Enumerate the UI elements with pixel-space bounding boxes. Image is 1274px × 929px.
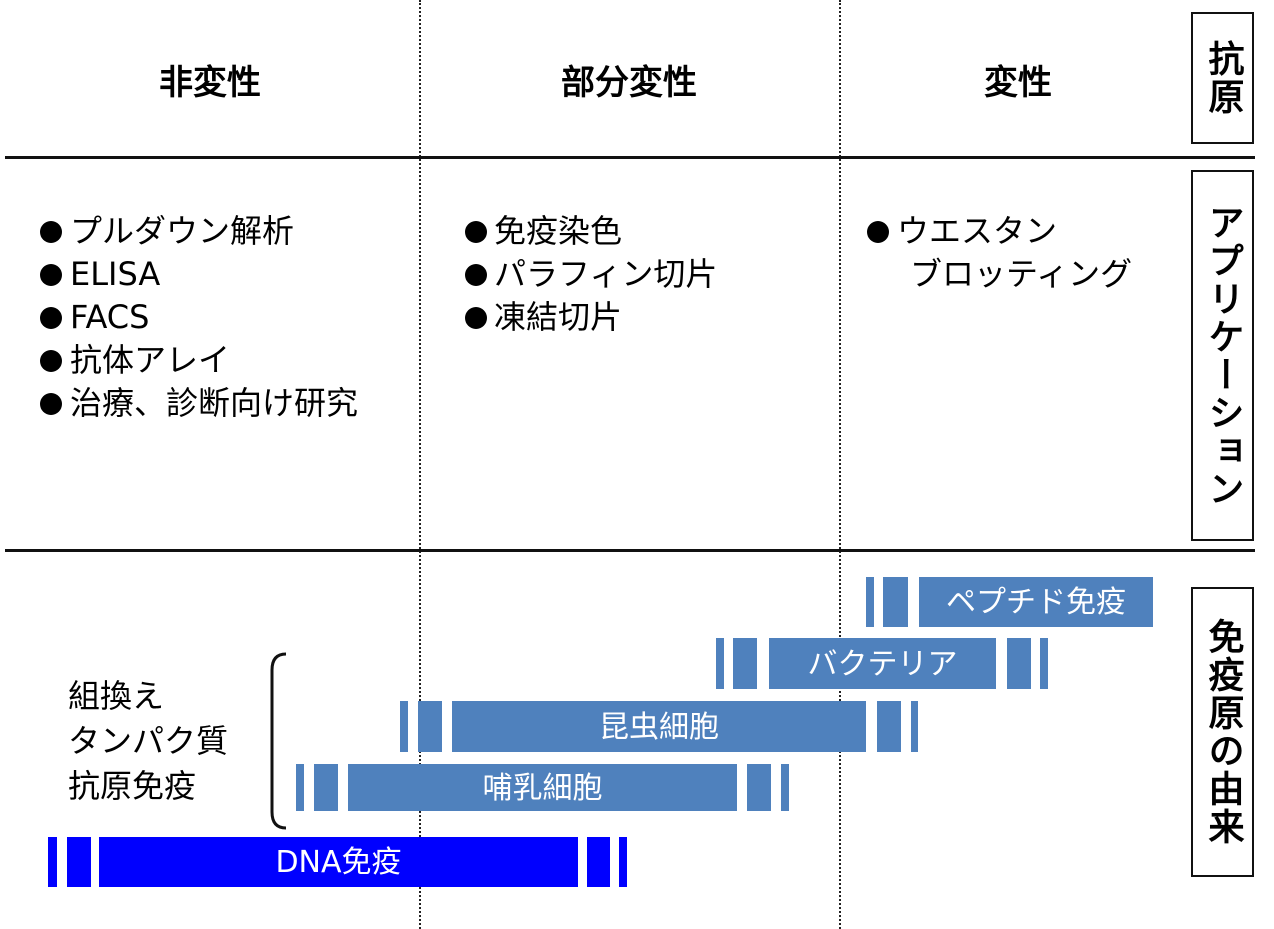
immunogen-bar [769,638,996,689]
bar-stripe [619,837,627,887]
bar-stripe [400,701,408,752]
bracket [270,652,287,830]
bullet [465,264,487,286]
bar-stripe [48,837,57,887]
bullet [40,307,62,329]
bar-stripe [67,837,91,887]
row-label: アプリケーション [1202,203,1244,508]
application-item: 凍結切片 [494,298,623,336]
bracket-label: タンパク質 [68,722,229,760]
column-header: 変性 [984,63,1052,103]
application-item: パラフィン切片 [494,255,718,293]
row-label-box: アプリケーション [1191,170,1254,541]
immunogen-bar [452,701,866,752]
bar-stripe [587,837,610,887]
bar-stripe [1007,638,1031,689]
bar-stripe [911,701,918,752]
bar-stripe [866,577,874,627]
bullet [867,221,889,243]
bar-stripe [1040,638,1048,689]
bracket-label: 抗原免疫 [68,767,197,805]
bullet [465,307,487,329]
column-header: 部分変性 [561,63,697,103]
application-item: 抗体アレイ [70,341,231,379]
application-item: ブロッティング [910,255,1133,293]
application-item: FACS [70,298,150,336]
bullet [40,350,62,372]
application-item: ELISA [70,255,161,293]
bracket-label: 組換え [68,677,165,715]
bar-stripe [418,701,442,752]
bullet [40,264,62,286]
divider [839,0,841,929]
row-label: 免疫原の由来 [1202,618,1244,846]
application-item: プルダウン解析 [70,212,295,250]
bullet [465,221,487,243]
bar-stripe [781,764,789,811]
immunogen-label: 昆虫細胞 [599,709,719,745]
immunogen-label: DNA免疫 [275,845,402,880]
separator [5,156,1255,159]
bullet [40,221,62,243]
column-header: 非変性 [159,63,261,103]
bar-stripe [747,764,771,811]
immunogen-label: 哺乳細胞 [482,770,603,806]
bar-stripe [733,638,757,689]
separator [5,549,1255,552]
bar-stripe [716,638,724,689]
bullet [40,393,62,415]
application-item: 免疫染色 [494,212,623,250]
bar-stripe [877,701,901,752]
row-label: 抗原 [1202,40,1244,116]
application-item: 治療、診断向け研究 [70,384,359,422]
row-label-box: 免疫原の由来 [1191,587,1254,877]
bar-stripe [314,764,338,811]
immunogen-label: バクテリア [807,646,958,682]
immunogen-bar [348,764,737,811]
application-item: ウエスタン [897,212,1058,250]
immunogen-bar [99,837,578,887]
immunogen-bar [919,577,1153,627]
bar-stripe [296,764,304,811]
divider [419,0,421,929]
bar-stripe [883,577,908,627]
row-label-box: 抗原 [1191,12,1254,144]
immunogen-label: ペプチド免疫 [946,585,1126,620]
